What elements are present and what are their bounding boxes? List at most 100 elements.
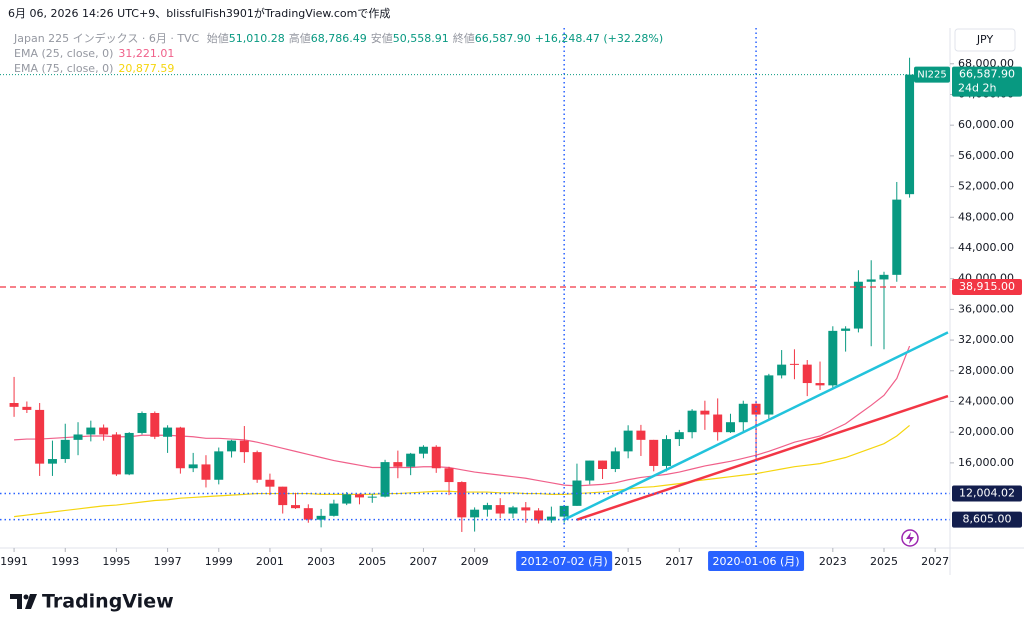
ohlc-value: 50,558.91 (392, 32, 449, 45)
currency[interactable]: JPY (976, 33, 994, 46)
x-tick-label: 2009 (461, 555, 489, 568)
candle-body (406, 453, 416, 467)
x-tick-label: 2005 (358, 555, 386, 568)
y-tick-label: 68,000.00 (958, 57, 1014, 70)
alert-icon (901, 529, 919, 547)
y-tick-label: 20,000.00 (958, 425, 1014, 438)
candle-body (457, 482, 467, 518)
ohlc-value: 51,010.28 (228, 32, 285, 45)
candle-body (738, 403, 748, 423)
x-tick-label: 2007 (409, 555, 437, 568)
candle-body (150, 412, 160, 437)
ohlc-label: 高値 (288, 32, 311, 45)
candle-body (354, 494, 364, 498)
candle-body (585, 460, 595, 481)
candle-body (828, 330, 838, 386)
y-tick-label: 56,000.00 (958, 149, 1014, 162)
y-tick-label: 16,000.00 (958, 456, 1014, 469)
candle-body (111, 434, 121, 475)
change: +16,248.47 (+32.28%) (534, 32, 664, 45)
candle-body (201, 464, 211, 480)
countdown: 24d 2h (958, 82, 996, 95)
candle-body (393, 462, 403, 467)
candle-body (73, 434, 83, 440)
y-tick-label: 32,000.00 (958, 333, 1014, 346)
candle-body (214, 451, 224, 480)
candle-body (252, 452, 262, 480)
candle-body (482, 505, 492, 510)
indicator-value: 31,221.01 (118, 47, 175, 60)
candle-body (598, 460, 608, 470)
candle-body (227, 440, 237, 452)
symbol-legend: Japan 225 インデックス · 6月 · TVC 始値51,010.28 高… (14, 31, 663, 46)
symbol-tag: NI225 (917, 70, 947, 81)
candle-body (725, 422, 735, 433)
price-label-box (952, 279, 1022, 296)
x-tick-label: 2017 (665, 555, 693, 568)
indicator-legend: EMA (25, close, 0) 31,221.01 (14, 46, 663, 61)
candle-body (163, 427, 173, 437)
date-label: 2020-01-06 (月) (713, 555, 800, 568)
candle-body (60, 439, 70, 460)
date-label-box (516, 551, 613, 571)
candle-body (802, 364, 812, 384)
y-tick-label: 36,000.00 (958, 302, 1014, 315)
candle-body (470, 509, 480, 518)
legend: Japan 225 インデックス · 6月 · TVC 始値51,010.28 高… (14, 31, 663, 76)
date-label: 2012-07-02 (月) (521, 555, 608, 568)
candle-body (444, 468, 454, 483)
candle-body (188, 464, 198, 469)
candle-body (866, 279, 876, 282)
axes: 16,000.00 20,000.00 24,000.00 28,000.00 32,0… (0, 57, 1022, 571)
candle-body (291, 505, 301, 509)
candle-body (789, 363, 799, 365)
x-tick-label: 2003 (307, 555, 335, 568)
candle-body (329, 503, 339, 516)
candle-body (905, 74, 915, 195)
candle-body (431, 446, 441, 469)
candle-body (636, 430, 646, 440)
ohlc-value: 66,587.90 (474, 32, 531, 45)
candle-body (687, 410, 697, 433)
currency-button[interactable] (954, 28, 1016, 52)
price-label: 12,004.02 (959, 487, 1015, 500)
price-label: 8,605.00 (963, 513, 1012, 526)
indicator-name: EMA (25, close, 0) (14, 47, 114, 60)
candle-body (9, 403, 19, 407)
candle-body (879, 274, 889, 280)
symbol-tag-box (914, 66, 950, 83)
x-tick-label: 1993 (51, 555, 79, 568)
candle-body (508, 507, 518, 514)
x-tick-label: 1997 (154, 555, 182, 568)
candle-body (892, 199, 902, 275)
candle-body (99, 427, 109, 435)
candle-body (521, 507, 531, 511)
ohlc-value: 68,786.49 (310, 32, 367, 45)
candle-body (239, 440, 249, 453)
y-tick-label: 52,000.00 (958, 180, 1014, 193)
candle-body (137, 412, 147, 433)
last-price-box (952, 66, 1022, 97)
candle-body (367, 496, 377, 498)
ohlc-label: 終値 (452, 32, 475, 45)
y-tick-label: 48,000.00 (958, 210, 1014, 223)
candle-body (86, 427, 96, 435)
x-tick-label: 2001 (256, 555, 284, 568)
candle-body (751, 403, 761, 415)
candle-body (22, 406, 32, 410)
candle-body (662, 439, 672, 466)
y-tick-label: 28,000.00 (958, 364, 1014, 377)
x-tick-label: 2015 (614, 555, 642, 568)
trend-line (576, 394, 949, 521)
last-price-label: 66,587.90 (959, 68, 1015, 81)
candle-body (418, 446, 428, 454)
candle-body (649, 439, 659, 466)
trend-line (563, 331, 949, 521)
indicator-name: EMA (75, close, 0) (14, 62, 114, 75)
x-tick-label: 2027 (921, 555, 949, 568)
candle-body (303, 508, 313, 520)
brand: TradingView (42, 591, 174, 613)
logo (10, 594, 37, 609)
candle-body (777, 364, 787, 376)
